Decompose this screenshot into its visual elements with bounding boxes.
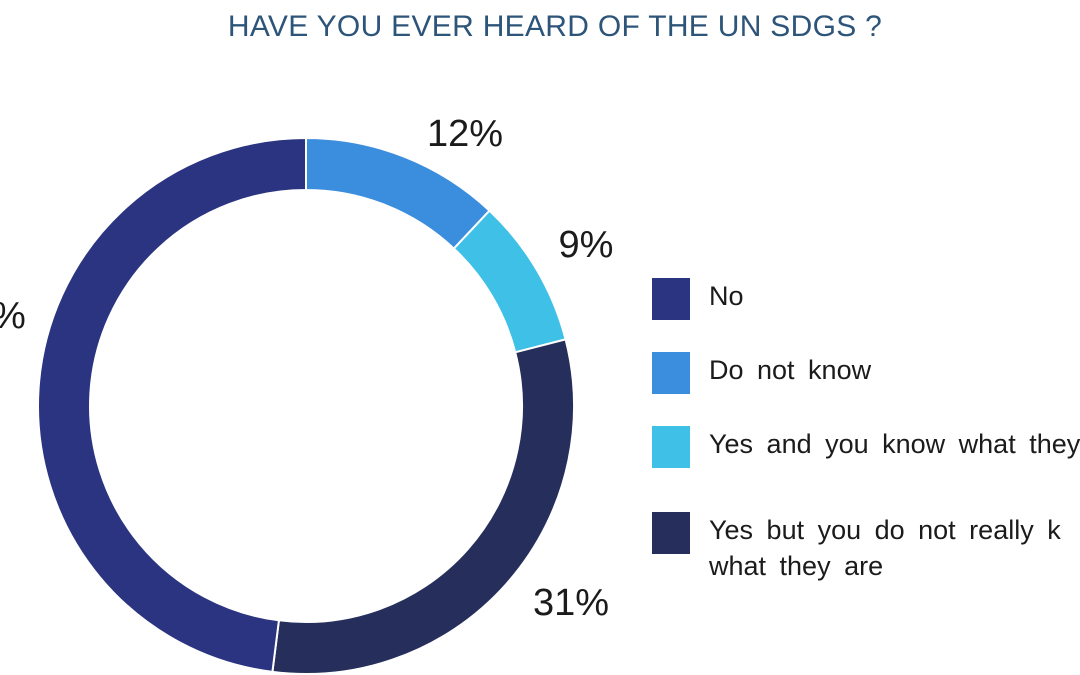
donut-slice-3	[271, 338, 575, 675]
data-label-3: 31%	[533, 582, 609, 624]
legend-swatch	[652, 278, 690, 320]
legend-swatch	[652, 352, 690, 394]
donut-slice-0	[37, 136, 307, 674]
legend-swatch	[652, 512, 690, 554]
legend-label: No	[709, 281, 744, 311]
legend-label: Do not know	[709, 355, 872, 385]
donut-data-labels: % 12% 9% 31%	[0, 113, 613, 624]
legend-label: Yes but you do not really k what they ar…	[709, 515, 1061, 581]
legend-swatch	[652, 426, 690, 468]
donut-slice-2	[452, 209, 567, 354]
legend-label: Yes and you know what they	[709, 429, 1080, 459]
donut-slices	[37, 136, 575, 675]
data-label-0: %	[0, 295, 26, 337]
data-label-1: 12%	[427, 113, 503, 155]
chart-title: HAVE YOU EVER HEARD OF THE UN SDGS ?	[227, 10, 883, 43]
data-label-2: 9%	[559, 224, 614, 266]
